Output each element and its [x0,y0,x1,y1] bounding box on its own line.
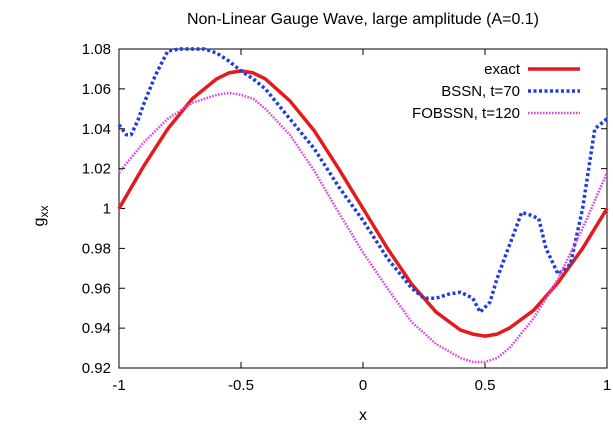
x-tick-label: -0.5 [228,377,254,394]
y-tick-label: 1.08 [82,41,111,58]
y-axis-label: gxx [31,206,51,227]
y-tick-label: 0.94 [82,320,111,337]
series-line-2 [118,91,609,364]
y-tick-label: 1 [103,201,111,218]
y-axis-label-base: g [31,218,48,227]
legend-label: BSSN, t=70 [441,83,520,100]
y-axis-label-subscript: xx [37,206,51,218]
y-tick-label: 1.02 [82,161,111,178]
x-axis: -1 -0.5 0 0.5 1 [112,49,611,394]
legend-label: exact [484,61,521,78]
y-tick-label: 0.96 [82,280,111,297]
legend-label: FOBSSN, t=120 [412,105,520,122]
y-tick-label: 1.06 [82,81,111,98]
series-line-1 [117,47,609,314]
y-tick-label: 1.04 [82,121,111,138]
y-tick-label: 0.92 [82,360,111,377]
y-tick-label: 0.98 [82,240,111,257]
x-tick-label: 1 [603,377,611,394]
legend: exact BSSN, t=70 FOBSSN, t=120 [412,61,580,122]
x-tick-label: 0.5 [475,377,496,394]
x-tick-label: 0 [359,377,367,394]
chart-title: Non-Linear Gauge Wave, large amplitude (… [187,11,539,28]
x-axis-label: x [359,407,367,424]
x-tick-label: -1 [112,377,125,394]
series-line-0 [117,69,609,338]
series-lines [117,47,609,364]
